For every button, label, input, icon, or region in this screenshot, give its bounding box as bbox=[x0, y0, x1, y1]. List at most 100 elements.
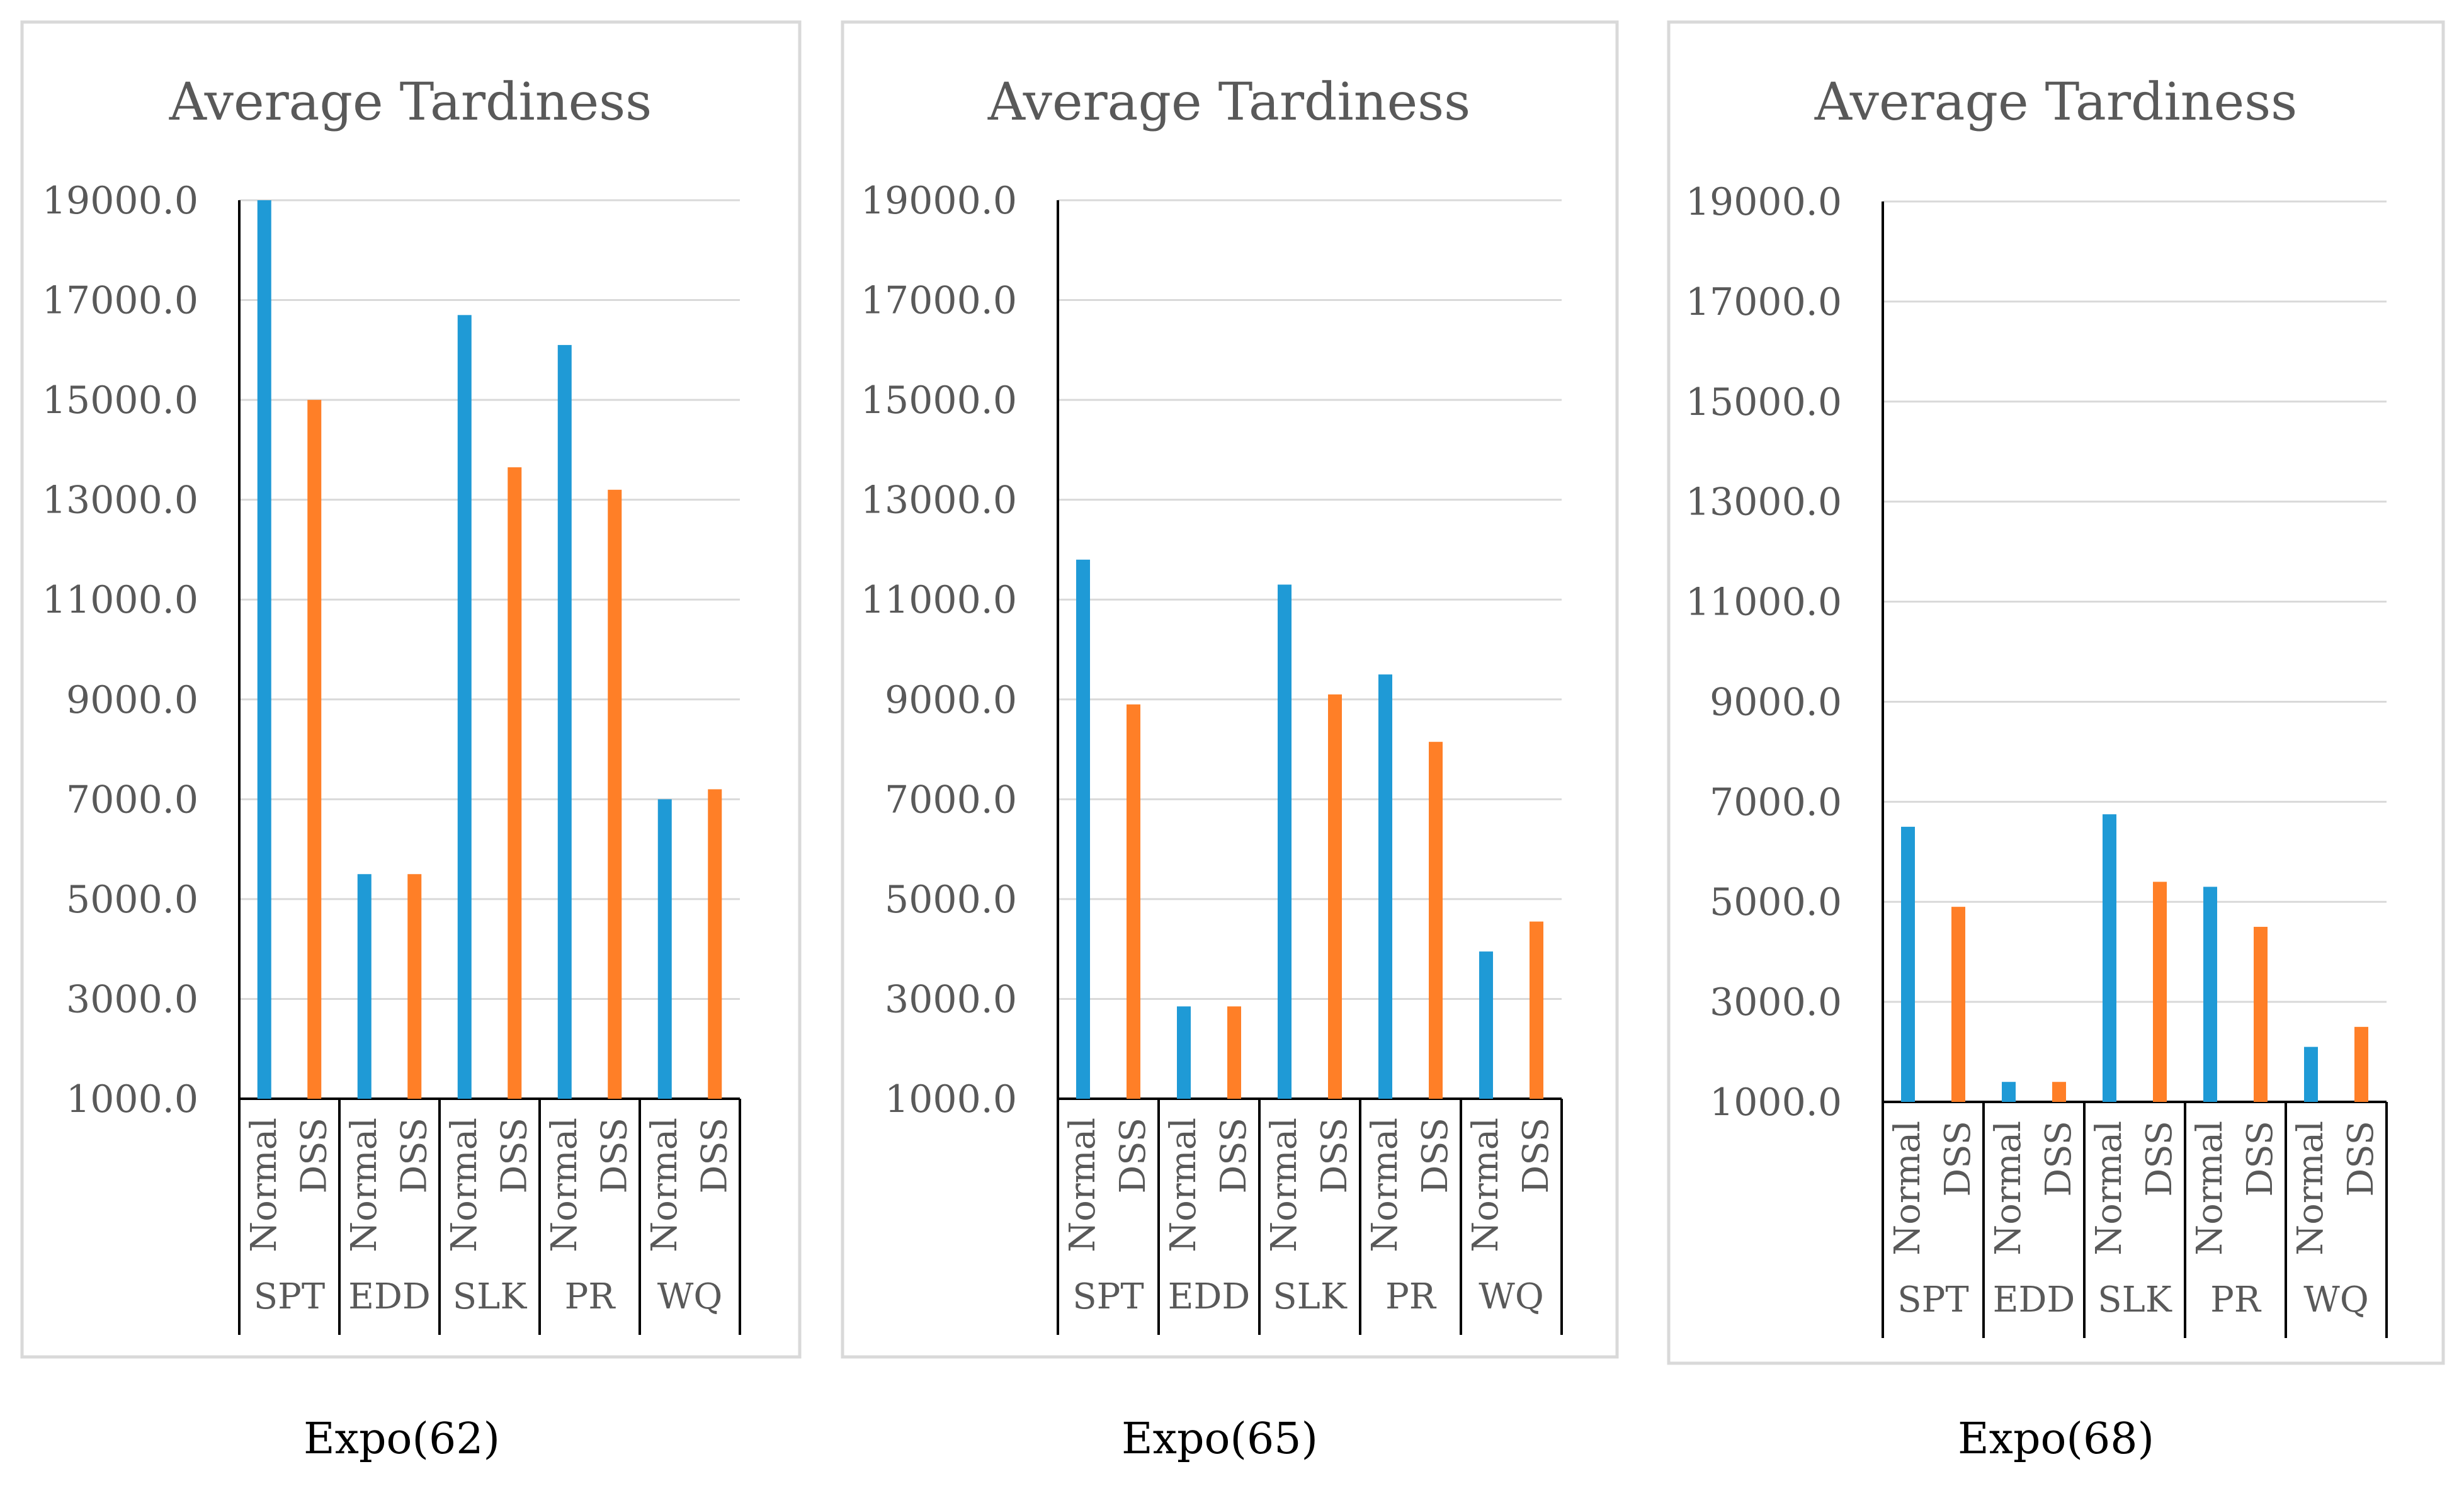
series-label-normal: Normal bbox=[2290, 1121, 2331, 1256]
series-label-dss: DSS bbox=[394, 1118, 434, 1194]
bar-normal-wq bbox=[1479, 951, 1493, 1099]
bar-normal-pr bbox=[2203, 887, 2217, 1102]
panel-2-title: Average Tardiness bbox=[987, 72, 1471, 132]
y-tick-label: 19000.0 bbox=[861, 179, 1017, 223]
group-label-pr: PR bbox=[565, 1276, 616, 1317]
bar-normal-edd bbox=[357, 874, 372, 1099]
y-tick-label: 3000.0 bbox=[66, 977, 198, 1021]
series-label-normal: Normal bbox=[1163, 1118, 1204, 1252]
series-label-normal: Normal bbox=[1465, 1118, 1506, 1252]
series-label-dss: DSS bbox=[2139, 1121, 2180, 1197]
bar-normal-spt bbox=[1076, 559, 1090, 1099]
bar-normal-slk bbox=[2103, 814, 2116, 1102]
y-tick-label: 13000.0 bbox=[861, 479, 1017, 523]
y-tick-label: 3000.0 bbox=[885, 977, 1017, 1021]
bar-dss-edd bbox=[2052, 1082, 2066, 1102]
panel-1: Average Tardiness 19000.017000.015000.01… bbox=[20, 20, 802, 1359]
panel-2: Average Tardiness 19000.0 17000.0 15000.0 1… bbox=[841, 20, 1619, 1359]
series-label-normal: Normal bbox=[344, 1118, 385, 1252]
series-label-dss: DSS bbox=[694, 1118, 735, 1194]
panel-3-title: Average Tardiness bbox=[1814, 72, 2298, 132]
bar-dss-slk bbox=[508, 467, 522, 1099]
bar-dss-pr bbox=[608, 489, 622, 1099]
group-label-pr: PR bbox=[1385, 1276, 1437, 1317]
y-tick-label: 15000.0 bbox=[42, 378, 198, 423]
y-tick-label: 5000.0 bbox=[1710, 880, 1842, 924]
y-tick-label: 5000.0 bbox=[66, 878, 198, 922]
y-tick-label: 11000.0 bbox=[42, 578, 198, 622]
series-label-dss: DSS bbox=[1415, 1118, 1456, 1194]
series-label-normal: Normal bbox=[1988, 1121, 2029, 1256]
group-label-slk: SLK bbox=[2098, 1279, 2172, 1320]
panel-3-caption: Expo(68) bbox=[1958, 1414, 2154, 1464]
bar-dss-wq bbox=[2354, 1026, 2368, 1102]
series-label-normal: Normal bbox=[1365, 1118, 1405, 1252]
group-label-edd: EDD bbox=[348, 1276, 431, 1317]
bar-dss-pr bbox=[1429, 742, 1443, 1099]
y-tick-label: 7000.0 bbox=[66, 778, 198, 822]
panel-1-caption: Expo(62) bbox=[304, 1414, 500, 1464]
series-label-dss: DSS bbox=[1516, 1118, 1557, 1194]
y-tick-label: 9000.0 bbox=[1710, 680, 1842, 724]
series-label-dss: DSS bbox=[2341, 1121, 2382, 1197]
y-tick-label: 9000.0 bbox=[66, 678, 198, 722]
series-label-normal: Normal bbox=[2089, 1121, 2130, 1256]
panel-1-frame bbox=[20, 20, 802, 1359]
series-label-dss: DSS bbox=[2240, 1121, 2281, 1197]
bar-normal-wq bbox=[657, 799, 672, 1099]
panel-3-frame bbox=[1667, 20, 2445, 1365]
panel-2-frame bbox=[841, 20, 1619, 1359]
group-label-wq: WQ bbox=[1479, 1276, 1543, 1317]
panel-3: Average Tardiness 19000.017000.015000.01… bbox=[1667, 20, 2445, 1365]
bar-normal-edd bbox=[1177, 1006, 1191, 1099]
group-label-slk: SLK bbox=[453, 1276, 528, 1317]
series-label-dss: DSS bbox=[1213, 1118, 1254, 1194]
y-tick-label: 17000.0 bbox=[861, 279, 1017, 323]
series-label-normal: Normal bbox=[544, 1118, 585, 1252]
y-tick-label: 7000.0 bbox=[1710, 780, 1842, 824]
panel-1-plot: 19000.0 17000.0 15000.0 13000.0 11000.0 9000.… bbox=[42, 179, 741, 1335]
y-tick-label: 13000.0 bbox=[42, 479, 198, 523]
y-tick-label: 11000.0 bbox=[1686, 581, 1842, 625]
bar-dss-slk bbox=[2153, 882, 2167, 1102]
bar-dss-wq bbox=[1530, 921, 1543, 1099]
group-label-edd: EDD bbox=[1168, 1276, 1251, 1317]
y-tick-label: 15000.0 bbox=[861, 378, 1017, 423]
series-label-dss: DSS bbox=[494, 1118, 535, 1194]
bar-dss-pr bbox=[2254, 926, 2268, 1102]
panel-3-plot: 19000.0 17000.0 15000.0 13000.0 11000.0 9000.… bbox=[1686, 180, 2388, 1338]
bar-normal-slk bbox=[1278, 584, 1292, 1099]
group-label-slk: SLK bbox=[1273, 1276, 1348, 1317]
group-label-edd: EDD bbox=[1993, 1279, 2075, 1320]
y-tick-label: 17000.0 bbox=[1686, 280, 1842, 324]
series-label-dss: DSS bbox=[293, 1118, 334, 1194]
bar-dss-spt bbox=[1127, 704, 1140, 1099]
bar-dss-edd bbox=[407, 874, 422, 1099]
series-label-normal: Normal bbox=[1887, 1121, 1928, 1256]
y-tick-label: 17000.0 bbox=[42, 279, 198, 323]
group-label-spt: SPT bbox=[254, 1276, 325, 1317]
bar-normal-spt bbox=[257, 200, 271, 1099]
y-tick-label: 13000.0 bbox=[1686, 480, 1842, 525]
bar-normal-wq bbox=[2304, 1046, 2318, 1102]
series-label-dss: DSS bbox=[1314, 1118, 1355, 1194]
series-label-dss: DSS bbox=[594, 1118, 635, 1194]
group-label-pr: PR bbox=[2210, 1279, 2262, 1320]
y-tick-label: 1000.0 bbox=[885, 1077, 1017, 1121]
series-label-normal: Normal bbox=[444, 1118, 485, 1252]
series-label-normal: Normal bbox=[2189, 1121, 2230, 1256]
y-tick-label: 15000.0 bbox=[1686, 380, 1842, 424]
panel-2-plot: 19000.0 17000.0 15000.0 13000.0 11000.0 9000.… bbox=[861, 179, 1563, 1335]
panel-2-caption: Expo(65) bbox=[1121, 1414, 1318, 1464]
series-label-normal: Normal bbox=[1264, 1118, 1305, 1252]
bar-dss-spt bbox=[1951, 907, 1965, 1102]
series-label-normal: Normal bbox=[1062, 1118, 1103, 1252]
y-tick-label: 5000.0 bbox=[885, 878, 1017, 922]
series-label-dss: DSS bbox=[1113, 1118, 1154, 1194]
y-tick-label: 3000.0 bbox=[1710, 980, 1842, 1024]
series-label-normal: Normal bbox=[644, 1118, 685, 1252]
y-tick-label: 7000.0 bbox=[885, 778, 1017, 822]
bar-dss-edd bbox=[1227, 1006, 1241, 1099]
y-tick-label: 1000.0 bbox=[66, 1077, 198, 1121]
